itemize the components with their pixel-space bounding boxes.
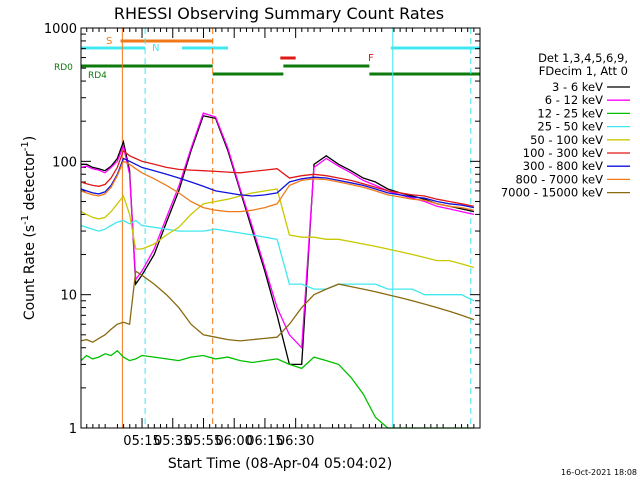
legend-entry-label: 7000 - 15000 keV — [501, 186, 603, 200]
series-line-6 — [80, 157, 475, 209]
axes-ticks — [81, 27, 480, 429]
y-axis-label-mid: detector — [22, 151, 38, 215]
series-lines — [80, 112, 475, 429]
legend-entry-label: 100 - 300 keV — [523, 146, 603, 160]
x-tick-label: 06:00 — [215, 434, 252, 449]
y-axis-label-base: Count Rate (s — [22, 225, 38, 320]
legend-header: FDecim 1, Att 0 — [539, 64, 628, 78]
y-tick-label: 100 — [52, 155, 77, 170]
x-tick-label: 05:15 — [123, 434, 160, 449]
x-tick-label: 06:30 — [277, 434, 314, 449]
legend-entry-label: 300 - 800 keV — [523, 159, 603, 173]
y-axis-label: Count Rate (s-1 detector-1) — [20, 136, 38, 320]
legend-entry-label: 800 - 7000 keV — [515, 172, 603, 186]
flag-label-f: F — [368, 53, 374, 64]
series-line-7 — [80, 160, 475, 213]
legend: Det 1,3,4,5,6,9,FDecim 1, Att 0 3 - 6 keV… — [501, 51, 630, 200]
y-axis-label-sup2: -1 — [20, 141, 31, 151]
flag-label-n: N — [152, 43, 159, 54]
y-tick-label: 1 — [69, 422, 77, 437]
legend-entry-label: 25 - 50 keV — [537, 120, 603, 134]
timestamp: 16-Oct-2021 18:08 — [561, 468, 637, 477]
flag-label-rd4: RD4 — [88, 71, 107, 81]
x-tick-label: 05:35 — [154, 434, 191, 449]
legend-entry-label: 50 - 100 keV — [530, 133, 603, 147]
legend-entry-label: 12 - 25 keV — [537, 106, 603, 120]
y-tick-labels: 1 10 100 1000 — [44, 22, 77, 437]
y-tick-label: 10 — [60, 289, 77, 304]
series-line-8 — [80, 270, 475, 343]
series-line-4 — [80, 188, 475, 269]
series-line-3 — [80, 219, 475, 302]
x-axis-label: Start Time (08-Apr-04 05:04:02) — [168, 456, 392, 472]
x-tick-label: 05:55 — [185, 434, 222, 449]
flag-label-rd0: RD0 — [54, 63, 73, 73]
series-line-5 — [80, 149, 475, 207]
legend-entry-label: 3 - 6 keV — [552, 80, 603, 94]
observing-flags: S N F RD0 RD4 — [54, 28, 480, 428]
legend-entry-label: 6 - 12 keV — [545, 93, 603, 107]
y-tick-label: 1000 — [44, 22, 77, 37]
y-axis-label-sup1: -1 — [20, 215, 31, 225]
series-line-1 — [80, 112, 475, 350]
x-tick-label: 06:15 — [246, 434, 283, 449]
flag-label-s: S — [106, 36, 112, 47]
legend-header: Det 1,3,4,5,6,9, — [538, 51, 628, 65]
series-line-2 — [80, 349, 474, 429]
y-axis-label-end: ) — [22, 136, 38, 141]
chart-title: RHESSI Observing Summary Count Rates — [114, 4, 444, 23]
plot-frame — [80, 27, 481, 429]
